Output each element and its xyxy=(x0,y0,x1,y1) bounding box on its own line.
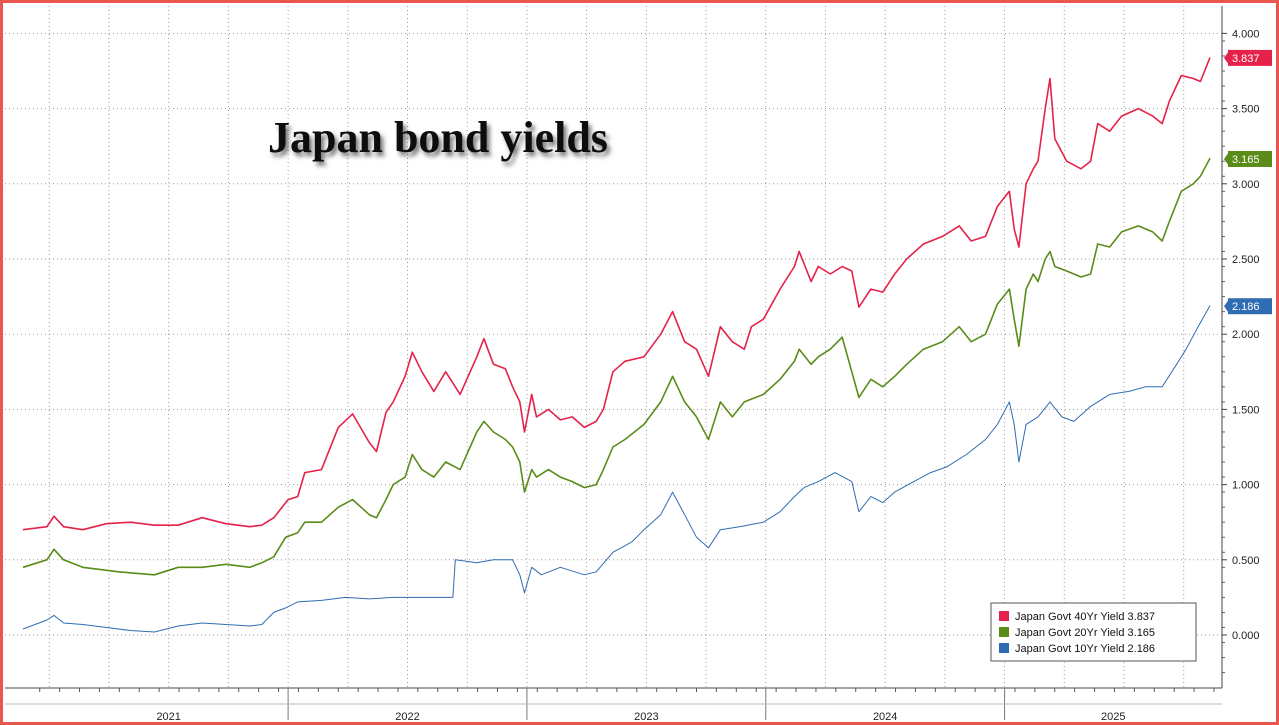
x-tick-label: 2023 xyxy=(634,711,658,723)
last-value-label: 3.165 xyxy=(1232,154,1260,166)
last-value-tag-pointer xyxy=(1224,50,1229,65)
series-line xyxy=(22,57,1211,531)
y-tick-label: 0.500 xyxy=(1232,555,1260,567)
y-axis: 0.000 0.500 1.000 1.500 2.000 2.500 3.000 3.500… xyxy=(1221,6,1260,688)
x-tick-label: 2024 xyxy=(873,711,897,723)
y-tick-label: 3.500 xyxy=(1232,104,1260,116)
legend-swatch xyxy=(999,627,1009,637)
series-lines xyxy=(22,57,1211,633)
x-tick-label: 2021 xyxy=(156,711,180,723)
y-tick-label: 3.000 xyxy=(1232,179,1260,191)
last-value-tag-pointer xyxy=(1224,299,1229,314)
y-tick-label: 1.500 xyxy=(1232,404,1260,416)
grid-lines xyxy=(5,6,1222,688)
last-value-label: 3.837 xyxy=(1232,53,1260,65)
legend-entry: Japan Govt 40Yr Yield 3.837 xyxy=(1015,611,1155,623)
y-tick-label: 4.000 xyxy=(1232,28,1260,40)
chart-title: Japan bond yields xyxy=(268,113,608,162)
x-tick-label: 2025 xyxy=(1101,711,1125,723)
legend-entry: Japan Govt 20Yr Yield 3.165 xyxy=(1015,627,1155,639)
x-axis: 2021 2022 2023 2024 2025 xyxy=(5,687,1222,723)
x-tick-label: 2022 xyxy=(395,711,419,723)
legend-entry: Japan Govt 10Yr Yield 2.186 xyxy=(1015,643,1155,655)
y-tick-label: 0.000 xyxy=(1232,630,1260,642)
y-tick-label: 1.000 xyxy=(1232,480,1260,492)
legend-box xyxy=(990,602,1197,662)
y-tick-label: 2.500 xyxy=(1232,254,1260,266)
series-line xyxy=(22,305,1211,633)
legend: Japan Govt 40Yr Yield 3.837 Japan Govt 20… xyxy=(990,602,1197,662)
legend-swatch xyxy=(999,611,1009,621)
last-value-tag xyxy=(1228,298,1272,315)
legend-swatch xyxy=(999,643,1009,653)
series-line xyxy=(22,157,1211,576)
last-value-tag xyxy=(1228,150,1272,167)
last-value-tags: 3.837 3.165 2.186 xyxy=(1224,49,1272,315)
last-value-tag xyxy=(1228,49,1272,66)
last-value-tag-pointer xyxy=(1224,151,1229,166)
last-value-label: 2.186 xyxy=(1232,301,1260,313)
y-tick-label: 2.000 xyxy=(1232,329,1260,341)
